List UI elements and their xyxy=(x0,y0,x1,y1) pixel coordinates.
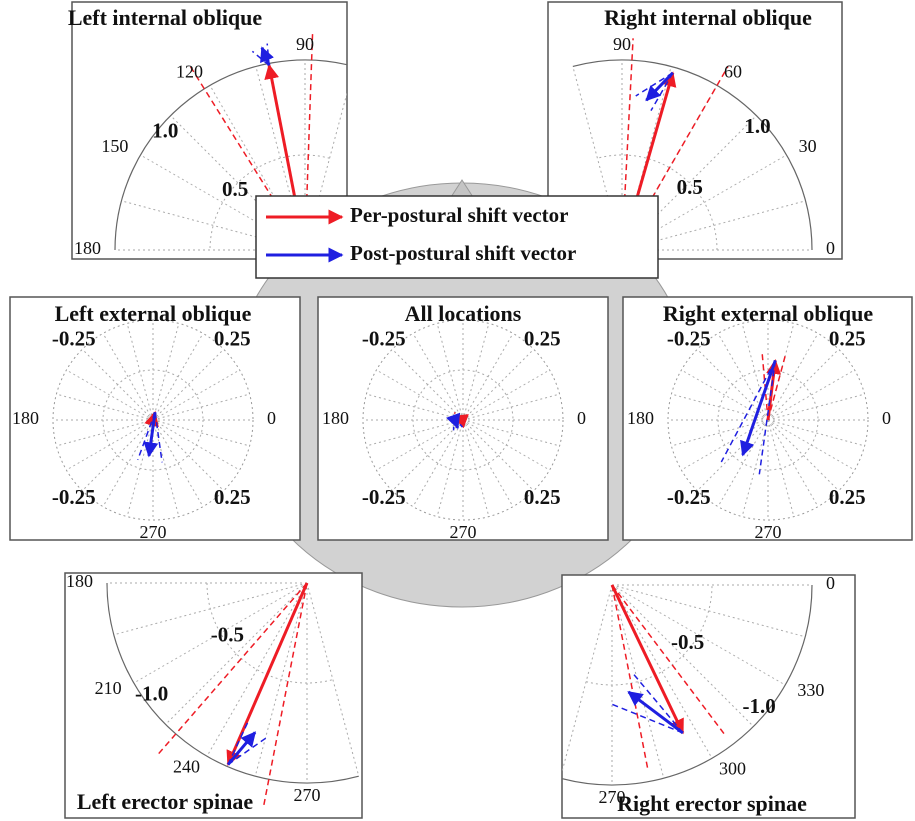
angle-tick-label: 0 xyxy=(882,408,891,428)
radial-tick-label: -0.5 xyxy=(211,622,244,646)
radial-tick-label: 0.25 xyxy=(214,485,251,509)
angle-tick-label: 120 xyxy=(176,61,203,81)
angle-tick-label: 150 xyxy=(101,136,128,156)
angle-tick-label: 270 xyxy=(450,522,477,542)
radial-tick-label: -0.25 xyxy=(362,485,406,509)
angle-tick-label: 90 xyxy=(613,34,631,54)
angle-tick-label: 180 xyxy=(12,408,39,428)
legend: Per-postural shift vector Post-postural s… xyxy=(256,196,658,278)
angle-tick-label: 270 xyxy=(294,785,321,805)
radial-tick-label: 0.25 xyxy=(524,485,561,509)
angle-tick-label: 0 xyxy=(826,238,835,258)
radial-tick-label: 1.0 xyxy=(152,119,178,143)
angle-tick-label: 0 xyxy=(826,573,835,593)
angle-tick-label: 270 xyxy=(140,522,167,542)
panel-title: Right external oblique xyxy=(663,301,873,326)
polar-panel: 0180270-0.250.25-0.250.25All locations xyxy=(318,297,608,542)
panel-title: Left erector spinae xyxy=(77,789,254,814)
radial-tick-label: -1.0 xyxy=(742,694,775,718)
figure: 90 120 150 180 0.5 1.0 Left internal oblique 0 3… xyxy=(0,0,915,821)
radial-tick-label: -0.25 xyxy=(362,327,406,351)
radial-tick-label: 0.25 xyxy=(214,327,251,351)
radial-tick-label: 0.5 xyxy=(222,177,248,201)
angle-tick-label: 30 xyxy=(799,136,817,156)
radial-tick-label: -1.0 xyxy=(135,682,168,706)
angle-tick-label: 240 xyxy=(173,756,200,776)
panel-title: Left internal oblique xyxy=(68,5,263,30)
radial-tick-label: 0.25 xyxy=(829,485,866,509)
angle-tick-label: 0 xyxy=(267,408,276,428)
angle-tick-label: 180 xyxy=(74,238,101,258)
angle-tick-label: 180 xyxy=(627,408,654,428)
angle-tick-label: 270 xyxy=(755,522,782,542)
radial-tick-label: 0.5 xyxy=(677,175,703,199)
radial-tick-label: -0.25 xyxy=(667,327,711,351)
angle-tick-label: 90 xyxy=(296,34,314,54)
radial-tick-label: 0.25 xyxy=(829,327,866,351)
radial-tick-label: -0.25 xyxy=(52,327,96,351)
angle-tick-label: 330 xyxy=(797,680,824,700)
panel-title: All locations xyxy=(405,301,522,326)
radial-tick-label: -0.25 xyxy=(667,485,711,509)
legend-label: Per-postural shift vector xyxy=(350,203,569,227)
angle-tick-label: 180 xyxy=(66,571,93,591)
panel-title: Right erector spinae xyxy=(617,791,807,816)
angle-tick-label: 210 xyxy=(95,678,122,698)
angle-tick-label: 0 xyxy=(577,408,586,428)
radial-tick-label: -0.25 xyxy=(52,485,96,509)
radial-tick-label: 1.0 xyxy=(744,114,770,138)
polar-panel: 180 210 240 270 -0.5 -1.0 Left erector spinae xyxy=(65,571,362,818)
radial-tick-label: 0.25 xyxy=(524,327,561,351)
panel-title: Left external oblique xyxy=(55,301,252,326)
angle-tick-label: 180 xyxy=(322,408,349,428)
legend-label: Post-postural shift vector xyxy=(350,241,576,265)
angle-tick-label: 300 xyxy=(719,758,746,778)
panels: 90 120 150 180 0.5 1.0 Left internal oblique 0 3… xyxy=(10,2,912,818)
radial-tick-label: -0.5 xyxy=(671,630,704,654)
angle-tick-label: 60 xyxy=(724,61,742,81)
panel-title: Right internal oblique xyxy=(604,5,812,30)
